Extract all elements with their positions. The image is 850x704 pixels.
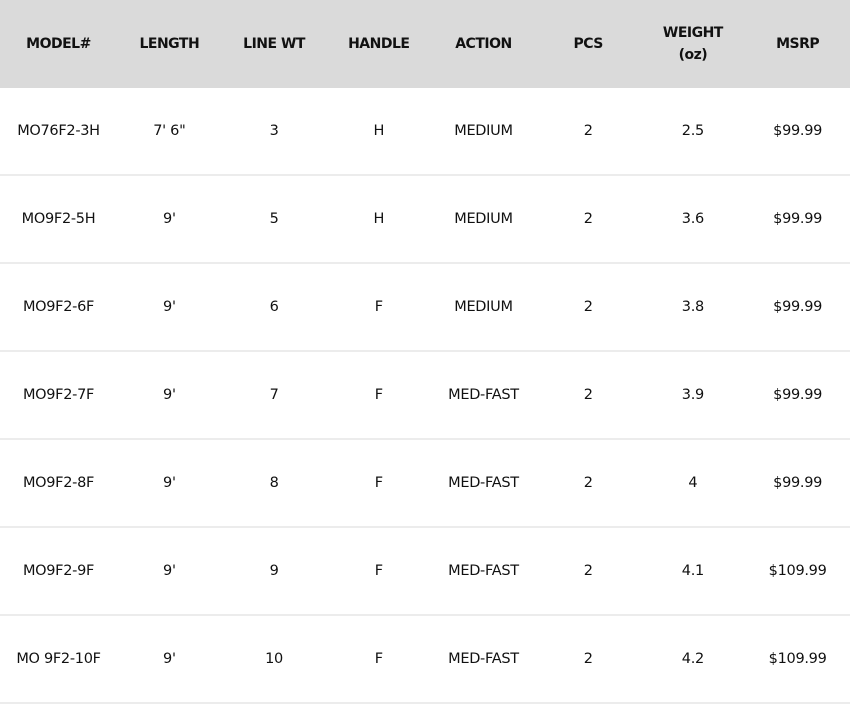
cell-length: 9' xyxy=(117,527,222,616)
cell-msrp: $109.99 xyxy=(745,615,850,704)
cell-handle: F xyxy=(326,439,432,528)
cell-pcs: 2 xyxy=(535,263,641,352)
table-header: MODEL# LENGTH LINE WT HANDLE ACTION PCS … xyxy=(0,0,850,88)
cell-handle: F xyxy=(326,615,432,704)
table-row: MO9F2-8F 9' 8 F MED-FAST 2 4 $99.99 xyxy=(0,439,850,528)
cell-weight: 4.1 xyxy=(640,527,746,616)
cell-line-wt: 5 xyxy=(221,175,327,264)
cell-msrp: $99.99 xyxy=(745,351,850,440)
cell-action: MED-FAST xyxy=(431,527,536,616)
cell-pcs: 2 xyxy=(535,88,641,176)
cell-pcs: 2 xyxy=(535,351,641,440)
cell-action: MED-FAST xyxy=(431,439,536,528)
cell-action: MEDIUM xyxy=(431,88,536,176)
cell-handle: H xyxy=(326,88,432,176)
cell-msrp: $99.99 xyxy=(745,175,850,264)
cell-length: 9' xyxy=(117,175,222,264)
cell-handle: F xyxy=(326,263,432,352)
table-row: MO76F2-3H 7' 6" 3 H MEDIUM 2 2.5 $99.99 xyxy=(0,88,850,176)
cell-length: 9' xyxy=(117,439,222,528)
cell-model: MO9F2-5H xyxy=(0,175,117,264)
header-weight-line1: WEIGHT xyxy=(662,25,723,41)
cell-action: MEDIUM xyxy=(431,175,536,264)
cell-weight: 4.2 xyxy=(640,615,746,704)
cell-msrp: $109.99 xyxy=(745,527,850,616)
cell-weight: 2.5 xyxy=(640,88,746,176)
cell-model: MO76F2-3H xyxy=(0,88,117,176)
table-row: MO9F2-7F 9' 7 F MED-FAST 2 3.9 $99.99 xyxy=(0,351,850,440)
cell-model: MO9F2-6F xyxy=(0,263,117,352)
table-row: MO9F2-9F 9' 9 F MED-FAST 2 4.1 $109.99 xyxy=(0,527,850,616)
cell-action: MED-FAST xyxy=(431,351,536,440)
cell-pcs: 2 xyxy=(535,615,641,704)
cell-handle: F xyxy=(326,527,432,616)
table-row: MO 9F2-10F 9' 10 F MED-FAST 2 4.2 $109.99 xyxy=(0,615,850,704)
header-msrp: MSRP xyxy=(745,0,850,88)
cell-msrp: $99.99 xyxy=(745,88,850,176)
cell-weight: 3.6 xyxy=(640,175,746,264)
cell-length: 9' xyxy=(117,263,222,352)
cell-line-wt: 8 xyxy=(221,439,327,528)
cell-pcs: 2 xyxy=(535,175,641,264)
cell-line-wt: 9 xyxy=(221,527,327,616)
table-row: MO9F2-5H 9' 5 H MEDIUM 2 3.6 $99.99 xyxy=(0,175,850,264)
cell-length: 7' 6" xyxy=(117,88,222,176)
header-handle: HANDLE xyxy=(326,0,432,88)
table-body: MO76F2-3H 7' 6" 3 H MEDIUM 2 2.5 $99.99 MO9F2-5H… xyxy=(0,88,850,704)
cell-weight: 3.8 xyxy=(640,263,746,352)
header-model: MODEL# xyxy=(0,0,117,88)
cell-line-wt: 10 xyxy=(221,615,327,704)
cell-pcs: 2 xyxy=(535,439,641,528)
cell-line-wt: 7 xyxy=(221,351,327,440)
cell-model: MO9F2-9F xyxy=(0,527,117,616)
cell-handle: H xyxy=(326,175,432,264)
cell-action: MEDIUM xyxy=(431,263,536,352)
cell-msrp: $99.99 xyxy=(745,263,850,352)
cell-pcs: 2 xyxy=(535,527,641,616)
cell-msrp: $99.99 xyxy=(745,439,850,528)
cell-model: MO9F2-7F xyxy=(0,351,117,440)
cell-length: 9' xyxy=(117,351,222,440)
header-weight-line2: (oz) xyxy=(678,47,708,63)
cell-action: MED-FAST xyxy=(431,615,536,704)
cell-handle: F xyxy=(326,351,432,440)
cell-line-wt: 3 xyxy=(221,88,327,176)
header-action: ACTION xyxy=(431,0,536,88)
cell-line-wt: 6 xyxy=(221,263,327,352)
cell-weight: 3.9 xyxy=(640,351,746,440)
table-row: MO9F2-6F 9' 6 F MEDIUM 2 3.8 $99.99 xyxy=(0,263,850,352)
header-pcs: PCS xyxy=(535,0,641,88)
cell-model: MO9F2-8F xyxy=(0,439,117,528)
cell-length: 9' xyxy=(117,615,222,704)
cell-weight: 4 xyxy=(640,439,746,528)
header-length: LENGTH xyxy=(117,0,222,88)
header-line-wt: LINE WT xyxy=(221,0,327,88)
cell-model: MO 9F2-10F xyxy=(0,615,117,704)
header-weight: WEIGHT (oz) xyxy=(640,0,746,88)
